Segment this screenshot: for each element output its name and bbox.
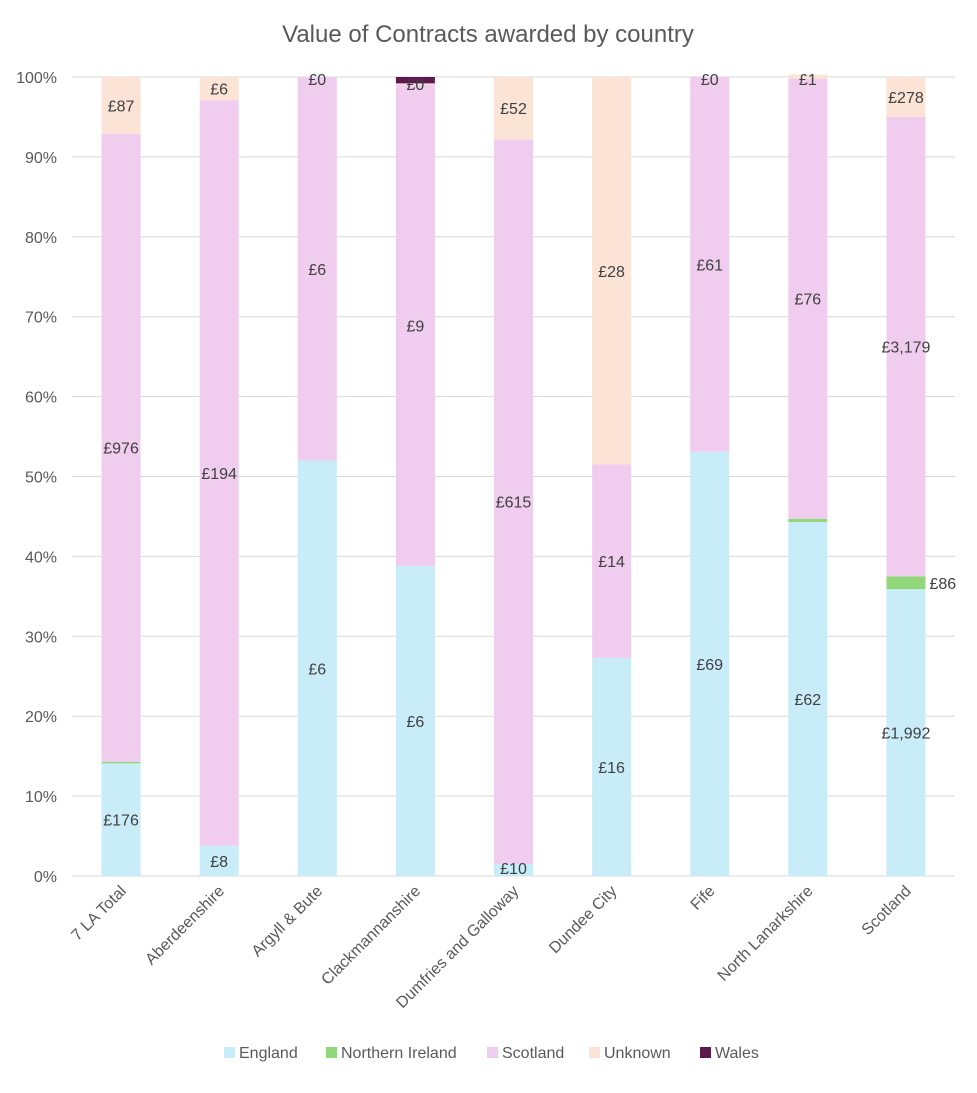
y-tick-label: 10%	[25, 789, 57, 806]
data-label-england-fife: £69	[696, 657, 723, 674]
y-tick-label: 40%	[25, 549, 57, 566]
bar-unknown-dundee-city	[592, 77, 632, 465]
data-label-unknown-north-lanarkshire: £1	[799, 72, 817, 89]
y-tick-label: 0%	[34, 869, 57, 886]
x-tick-label: Argyll & Bute	[249, 883, 326, 960]
data-label-unknown-scotland: £278	[888, 90, 924, 107]
bars	[101, 74, 926, 876]
bar-scotland-fife	[690, 77, 730, 452]
bar-scotland-clackmannanshire	[395, 84, 435, 566]
y-tick-label: 100%	[16, 70, 57, 87]
data-label-england-7-la-total: £176	[103, 813, 139, 830]
bar-england-clackmannanshire	[395, 565, 435, 876]
bar-england-scotland	[886, 589, 926, 876]
bar-england-aberdeenshire	[199, 845, 239, 876]
data-label-unknown-7-la-total: £87	[108, 98, 135, 115]
data-label-england-scotland: £1,992	[881, 726, 930, 743]
bar-england-dundee-city	[592, 657, 632, 876]
legend-item-scotland: Scotland	[487, 1045, 564, 1062]
y-tick-label: 70%	[25, 310, 57, 327]
data-label-scotland-argyll-bute: £6	[308, 262, 326, 279]
bar-unknown-scotland	[886, 77, 926, 117]
legend-swatch	[487, 1047, 498, 1058]
y-tick-label: 30%	[25, 629, 57, 646]
x-tick-label: North Lanarkshire	[715, 883, 817, 985]
bar-scotland-aberdeenshire	[199, 100, 239, 846]
data-label-unknown-dumfries-and-galloway: £52	[500, 101, 527, 118]
data-label-unknown-clackmannanshire: £0	[406, 77, 424, 94]
data-label-england-argyll-bute: £6	[308, 661, 326, 678]
legend-label: Unknown	[604, 1045, 671, 1062]
x-axis-tick-labels: 7 LA Total Aberdeenshire Argyll & ButeClac…	[68, 883, 914, 1012]
data-label-unknown-aberdeenshire: £6	[210, 82, 228, 99]
legend-item-wales: Wales	[700, 1045, 759, 1062]
legend-item-england: England	[224, 1045, 298, 1062]
x-tick-label: Aberdeenshire	[142, 883, 228, 969]
bar-wales-clackmannanshire	[395, 77, 435, 84]
data-label-northern-ireland-scotland: £86	[929, 576, 956, 593]
y-tick-label: 50%	[25, 470, 57, 487]
bar-scotland-dundee-city	[592, 464, 632, 658]
legend-label: England	[239, 1045, 298, 1062]
bar-england-dumfries-and-galloway	[494, 864, 533, 876]
chart-title: Value of Contracts awarded by country	[282, 21, 694, 48]
bar-unknown-dumfries-and-galloway	[494, 77, 533, 140]
bar-england-fife	[690, 451, 730, 876]
bar-unknown-clackmannanshire	[395, 83, 435, 85]
legend-swatch	[700, 1047, 711, 1058]
data-label-england-north-lanarkshire: £62	[794, 692, 821, 709]
data-label-england-dundee-city: £16	[598, 760, 625, 777]
bar-scotland-argyll-bute	[297, 77, 337, 461]
y-tick-label: 90%	[25, 150, 57, 167]
bar-northern-ireland-7-la-total	[101, 761, 141, 764]
data-label-england-dumfries-and-galloway: £10	[500, 861, 527, 878]
legend-label: Northern Ireland	[341, 1045, 457, 1062]
legend: England Northern Ireland Scotland Unknown Wa…	[224, 1045, 759, 1062]
y-tick-label: 80%	[25, 230, 57, 247]
bar-scotland-7-la-total	[101, 133, 141, 762]
bar-scotland-north-lanarkshire	[788, 78, 828, 519]
legend-swatch	[224, 1047, 235, 1058]
bar-northern-ireland-north-lanarkshire	[788, 518, 828, 523]
data-label-scotland-dumfries-and-galloway: £615	[496, 495, 532, 512]
bar-unknown-7-la-total	[101, 77, 141, 134]
bar-scotland-scotland	[886, 116, 926, 577]
data-label-england-clackmannanshire: £6	[406, 714, 424, 731]
y-tick-label: 20%	[25, 709, 57, 726]
data-label-scotland-north-lanarkshire: £76	[794, 292, 821, 309]
legend-swatch	[326, 1047, 337, 1058]
x-tick-label: Dundee City	[546, 883, 620, 957]
data-label-unknown-dundee-city: £28	[598, 264, 625, 281]
x-tick-label: Scotland	[859, 883, 915, 939]
legend-label: Wales	[715, 1045, 759, 1062]
legend-item-unknown: Unknown	[589, 1045, 671, 1062]
y-tick-label: 60%	[25, 390, 57, 407]
data-label-unknown-argyll-bute: £0	[308, 72, 326, 89]
data-label-england-aberdeenshire: £8	[210, 854, 228, 871]
data-label-scotland-scotland: £3,179	[881, 340, 930, 357]
legend-swatch	[589, 1047, 600, 1058]
data-label-scotland-dundee-city: £14	[598, 554, 625, 571]
data-label-scotland-clackmannanshire: £9	[406, 318, 424, 335]
bar-unknown-aberdeenshire	[199, 77, 239, 101]
legend-item-northern-ireland: Northern Ireland	[326, 1045, 457, 1062]
data-label-scotland-aberdeenshire: £194	[201, 466, 237, 483]
data-label-unknown-fife: £0	[701, 72, 719, 89]
bar-england-argyll-bute	[297, 460, 337, 876]
data-labels: £176 £976 £87 £8 £194 £6 £6 £6 £0 £6 £9 £0 £10 £615 £5…	[103, 72, 956, 878]
bar-northern-ireland-scotland	[886, 576, 926, 590]
bar-unknown-north-lanarkshire	[788, 74, 828, 79]
x-tick-label: Clackmannanshire	[318, 883, 424, 989]
x-tick-label: Fife	[688, 883, 719, 914]
data-label-scotland-fife: £61	[696, 257, 723, 274]
bar-england-north-lanarkshire	[788, 522, 828, 876]
bar-england-7-la-total	[101, 763, 141, 876]
x-tick-label: 7 LA Total	[68, 883, 130, 945]
legend-label: Scotland	[502, 1045, 564, 1062]
bar-scotland-dumfries-and-galloway	[494, 139, 533, 865]
y-axis-tick-labels: 0% 10% 20% 30% 40% 50% 60% 70% 80% 90% 100%	[16, 70, 57, 886]
data-label-scotland-7-la-total: £976	[103, 441, 139, 458]
